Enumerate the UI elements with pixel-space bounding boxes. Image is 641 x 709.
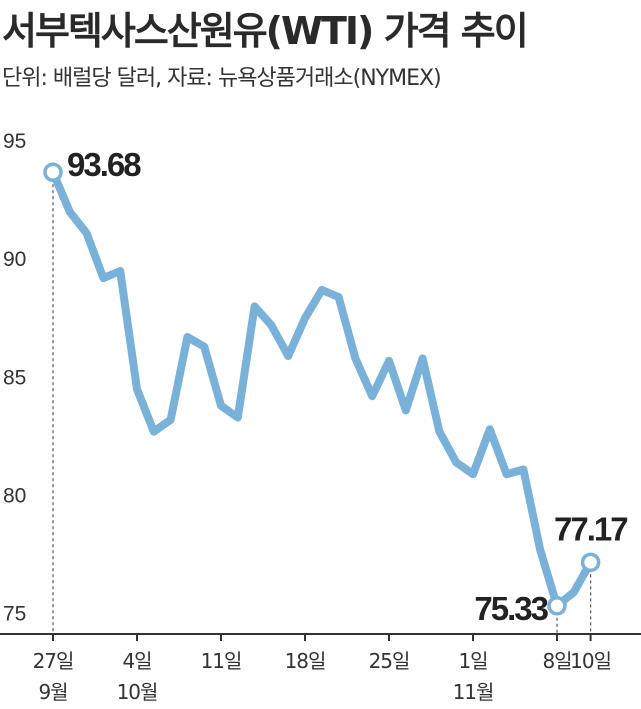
- y-tick-label: 95: [3, 130, 26, 153]
- chart-title: 서부텍사스산원유(WTI) 가격 추이: [2, 9, 529, 53]
- x-tick-month-label: 11월: [453, 680, 494, 704]
- x-tick-label: 27일: [33, 649, 74, 673]
- annotation-markers: [43, 162, 601, 616]
- x-tick-label: 10일: [570, 649, 611, 673]
- x-tick-month-label: 9월: [38, 680, 67, 704]
- y-axis: 95 90 85 80 75: [3, 130, 26, 626]
- point-value-label: 75.33: [474, 590, 548, 627]
- point-value-label: 93.68: [67, 146, 141, 183]
- x-tick-label: 4일: [122, 649, 151, 673]
- annotation-labels: 93.68 75.33 77.17: [67, 146, 629, 627]
- point-marker: [580, 552, 601, 573]
- y-tick-label: 85: [3, 366, 26, 389]
- x-tick-label: 8일: [542, 649, 571, 673]
- y-tick-label: 75: [3, 603, 26, 626]
- x-tick-label: 1일: [458, 649, 487, 673]
- point-marker: [547, 596, 567, 616]
- x-tick-label: 25일: [369, 649, 410, 673]
- wti-price-line: [49, 168, 595, 610]
- x-tick-month-label: 10월: [117, 680, 158, 704]
- x-tick-label: 18일: [285, 649, 326, 673]
- point-marker: [43, 162, 63, 182]
- chart-subtitle: 단위: 배럴당 달러, 자료: 뉴욕상품거래소(NYMEX): [2, 66, 442, 91]
- y-tick-label: 90: [3, 248, 26, 271]
- guide-lines: [52, 172, 592, 634]
- x-tick-label: 11일: [201, 649, 242, 673]
- y-tick-label: 80: [3, 484, 26, 507]
- point-value-label: 77.17: [554, 510, 627, 547]
